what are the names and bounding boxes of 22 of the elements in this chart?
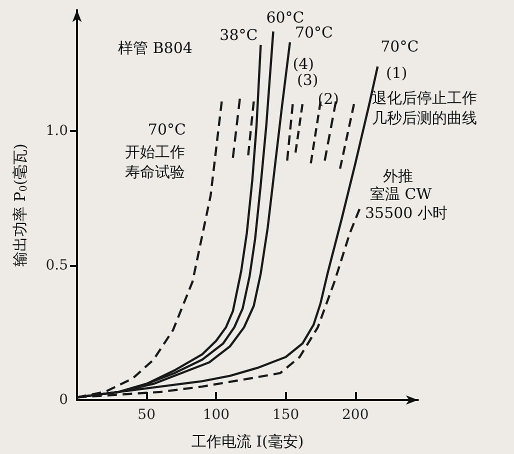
annotation: 室温 CW: [370, 185, 432, 203]
annotation: (3): [297, 71, 318, 89]
y-axis-title: 输出功率 P0(毫瓦): [11, 144, 30, 266]
annotation: 38°C: [220, 26, 258, 44]
annotation: 退化后停止工作几秒后测的曲线: [372, 89, 477, 127]
annotation: 外推: [383, 167, 413, 185]
x-tick-label: 100: [202, 407, 230, 423]
annotation: 70°C: [148, 120, 186, 139]
annotation: (1): [386, 64, 408, 82]
annotation: (4): [292, 54, 314, 73]
y-tick-label: 0: [59, 392, 68, 408]
annotation: (2): [318, 90, 340, 108]
annotation: 样管 B804: [118, 39, 192, 57]
y-tick-label: 1.0: [46, 123, 68, 140]
x-tick-label: 50: [138, 407, 156, 423]
y-tick-label: 0.5: [46, 258, 68, 274]
x-axis-title: 工作电流 I(毫安): [191, 432, 304, 450]
x-tick-label: 150: [272, 407, 300, 423]
annotation: 70°C: [380, 37, 419, 56]
annotation: 开始工作寿命试验: [125, 143, 185, 181]
annotation: 35500 小时: [365, 204, 448, 222]
x-tick-label: 200: [342, 407, 369, 423]
